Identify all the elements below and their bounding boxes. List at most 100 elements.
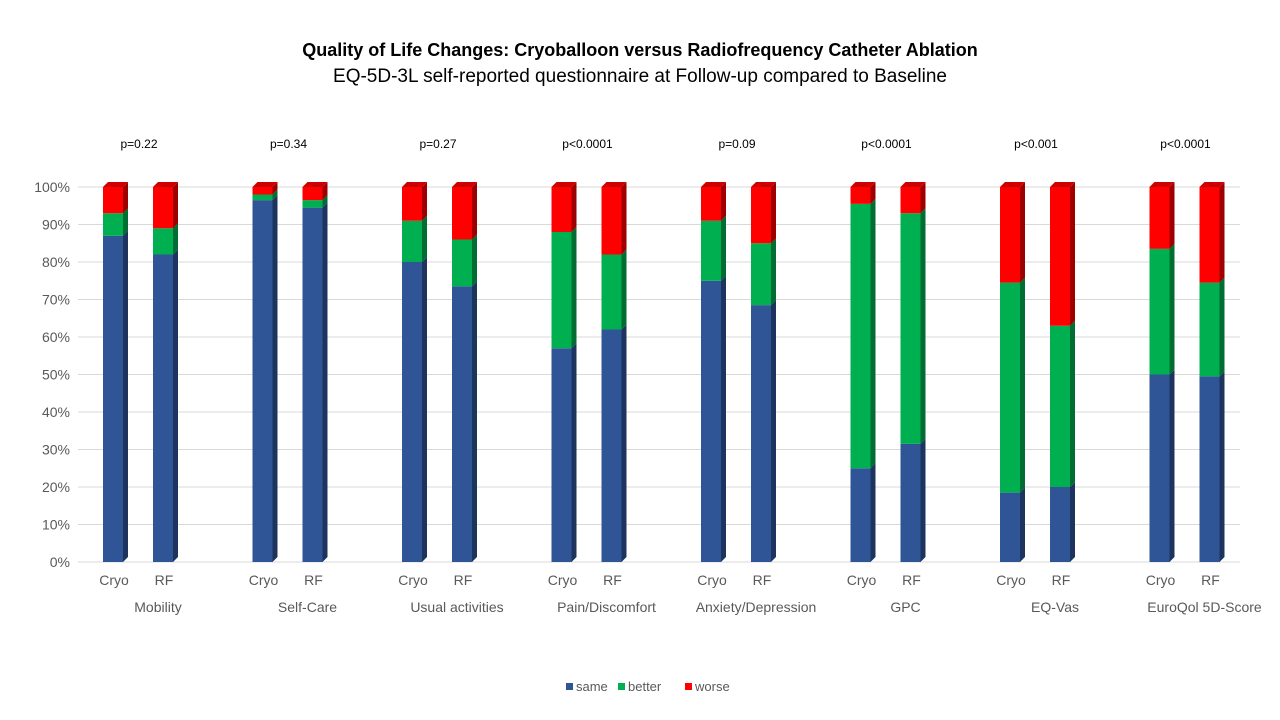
p-value-label: p=0.09 (718, 137, 755, 151)
bar-side-worse (920, 182, 926, 214)
bar-segment-better (551, 232, 572, 349)
x-subcategory-label: Cryo (996, 572, 1026, 588)
bar-segment-worse (601, 187, 622, 255)
bar-side-same (721, 275, 726, 562)
bar-side-worse (571, 182, 577, 232)
bar-segment-better (302, 200, 323, 208)
bar-top (701, 182, 726, 187)
p-value-label: p=0.22 (120, 137, 157, 151)
bar-segment-better (1000, 282, 1020, 493)
bar-segment-same (701, 280, 721, 562)
bar-side-better (472, 234, 477, 287)
y-tick-label: 40% (42, 404, 70, 420)
bar-side-better (771, 238, 776, 306)
bar-side-better (571, 227, 577, 349)
bar-side-worse (322, 182, 328, 201)
bar-segment-better (452, 239, 472, 287)
bar-segment-better (402, 220, 422, 262)
x-subcategory-label: Cryo (697, 572, 727, 588)
y-tick-label: 20% (42, 479, 70, 495)
x-subcategory-label: RF (902, 572, 921, 588)
bar-segment-same (751, 305, 771, 562)
bar-side-same (272, 195, 278, 562)
bar-top (402, 182, 427, 187)
y-tick-label: 100% (34, 179, 70, 195)
y-tick-label: 70% (42, 292, 70, 308)
bar-segment-better (1199, 282, 1220, 377)
p-value-label: p<0.0001 (562, 137, 613, 151)
bar-top (850, 182, 876, 187)
bar-segment-better (900, 213, 921, 444)
bar-side-same (571, 343, 577, 562)
bar-side-worse (1169, 182, 1175, 249)
x-subcategory-label: Cryo (1146, 572, 1176, 588)
legend-label-better: better (628, 679, 662, 694)
bar-side-better (1070, 320, 1075, 487)
bar-side-worse (621, 182, 627, 255)
bar-segment-worse (452, 187, 472, 240)
bar-segment-same (850, 468, 871, 562)
bar-side-worse (1219, 182, 1225, 283)
bar-segment-worse (751, 187, 771, 244)
bar-side-same (422, 257, 427, 562)
bar-segment-same (601, 329, 622, 562)
bar-segment-worse (402, 187, 422, 221)
x-subcategory-label: RF (155, 572, 174, 588)
bar-side-better (721, 215, 726, 281)
bar-segment-worse (701, 187, 721, 221)
bar-side-worse (1020, 182, 1025, 283)
bar-side-same (322, 202, 328, 562)
group-label: EuroQol 5D-Score (1147, 599, 1262, 615)
bar-segment-same (551, 348, 572, 562)
group-label: EQ-Vas (1031, 599, 1079, 615)
bar-side-better (1020, 277, 1025, 493)
group-label: Self-Care (278, 599, 337, 615)
bar-top (551, 182, 577, 187)
legend-swatch-same (566, 683, 573, 690)
bar-side-better (621, 249, 627, 330)
x-subcategory-label: Cryo (99, 572, 129, 588)
bar-segment-worse (850, 187, 871, 204)
bar-top (153, 182, 178, 187)
bar-top (452, 182, 477, 187)
bar-side-worse (721, 182, 726, 221)
bar-side-worse (472, 182, 477, 240)
bar-top (302, 182, 328, 187)
bar-side-worse (870, 182, 876, 204)
bar-top (1199, 182, 1225, 187)
bar-top (1149, 182, 1175, 187)
bar-segment-worse (302, 187, 323, 201)
bar-top (900, 182, 926, 187)
bar-side-worse (771, 182, 776, 244)
x-subcategory-label: RF (454, 572, 473, 588)
chart-title: Quality of Life Changes: Cryoballoon ver… (302, 40, 978, 60)
bar-side-better (322, 195, 328, 208)
bar-side-same (1070, 482, 1075, 562)
x-subcategory-label: Cryo (398, 572, 428, 588)
p-value-label: p<0.0001 (1160, 137, 1211, 151)
bar-segment-same (302, 207, 323, 562)
bar-segment-same (153, 254, 173, 562)
bar-side-better (123, 208, 128, 236)
bar-side-better (422, 215, 427, 262)
legend-swatch-better (618, 683, 625, 690)
bar-segment-worse (153, 187, 173, 229)
bar-segment-same (1199, 376, 1220, 562)
x-subcategory-label: RF (1201, 572, 1220, 588)
bar-segment-same (1000, 492, 1020, 562)
bar-segment-worse (252, 187, 273, 195)
y-tick-label: 60% (42, 329, 70, 345)
bar-segment-better (1050, 325, 1070, 487)
bar-segment-worse (1149, 187, 1170, 249)
bar-side-same (870, 463, 876, 562)
bar-segment-same (402, 262, 422, 562)
bar-side-same (920, 438, 926, 562)
x-subcategory-label: RF (753, 572, 772, 588)
bar-side-worse (1070, 182, 1075, 326)
bar-segment-better (601, 254, 622, 330)
bar-segment-better (701, 220, 721, 281)
bar-segment-same (1050, 487, 1070, 562)
bar-segment-worse (1050, 187, 1070, 326)
bar-segment-same (252, 200, 273, 562)
bar-side-better (920, 208, 926, 444)
